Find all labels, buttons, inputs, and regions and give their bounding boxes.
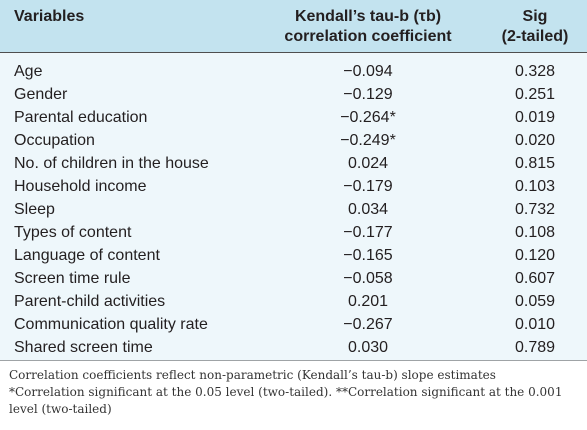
variable-name: Shared screen time bbox=[14, 339, 153, 356]
sig-value: 0.251 bbox=[514, 86, 556, 103]
header-variables: Variables bbox=[14, 8, 85, 25]
table-footnotes: Correlation coefficients reflect non-par… bbox=[0, 361, 587, 430]
table-row: Types of content −0.177 0.108 bbox=[0, 221, 587, 244]
sig-value: 0.789 bbox=[514, 339, 556, 356]
table-row: Language of content −0.165 0.120 bbox=[0, 244, 587, 267]
sig-value: 0.019 bbox=[514, 109, 556, 126]
variable-name: Screen time rule bbox=[14, 270, 131, 287]
sig-value: 0.815 bbox=[514, 155, 556, 172]
tau-b-value: −0.165 bbox=[343, 247, 393, 264]
sig-value: 0.059 bbox=[514, 293, 556, 310]
variable-name: Household income bbox=[14, 178, 147, 195]
variable-name: Gender bbox=[14, 86, 68, 103]
table-row: Occupation −0.249* 0.020 bbox=[0, 129, 587, 152]
variable-name: Parental education bbox=[14, 109, 148, 126]
table-header bbox=[0, 0, 587, 52]
table-body: Age −0.094 0.328 Gender −0.129 0.251 Parental … bbox=[0, 60, 587, 359]
variable-name: Parent-child activities bbox=[14, 293, 166, 310]
tau-b-value: −0.058 bbox=[343, 270, 393, 287]
sig-value: 0.020 bbox=[514, 132, 556, 149]
table-row: Parental education −0.264* 0.019 bbox=[0, 106, 587, 129]
table-row: Shared screen time 0.030 0.789 bbox=[0, 336, 587, 359]
tau-b-value: −0.177 bbox=[343, 224, 393, 241]
tau-b-value: −0.267 bbox=[343, 316, 393, 333]
sig-value: 0.103 bbox=[514, 178, 556, 195]
variable-name: Types of content bbox=[14, 224, 132, 241]
tau-b-value: −0.249* bbox=[340, 132, 396, 149]
footnote-method: Correlation coefficients reflect non-par… bbox=[9, 368, 496, 382]
table-row: Parent-child activities 0.201 0.059 bbox=[0, 290, 587, 313]
table-row: Screen time rule −0.058 0.607 bbox=[0, 267, 587, 290]
variable-name: No. of children in the house bbox=[14, 155, 209, 172]
header-sig-line2: (2-tailed) bbox=[501, 28, 569, 45]
footnote-significance: *Correlation significant at the 0.05 lev… bbox=[9, 385, 563, 416]
header-sig-line1: Sig bbox=[522, 8, 548, 25]
variable-name: Language of content bbox=[14, 247, 160, 264]
table-row: Household income −0.179 0.103 bbox=[0, 175, 587, 198]
variable-name: Age bbox=[14, 63, 43, 80]
tau-b-value: 0.024 bbox=[347, 155, 389, 172]
header-tau-b-line1: Kendall’s tau-b (τb) bbox=[294, 8, 442, 25]
header-tau-b: Kendall’s tau-b (τb) correlation coeffic… bbox=[262, 7, 474, 47]
tau-b-value: 0.030 bbox=[347, 339, 389, 356]
tau-b-value: −0.264* bbox=[340, 109, 396, 126]
variable-name: Occupation bbox=[14, 132, 95, 149]
sig-value: 0.732 bbox=[514, 201, 556, 218]
sig-value: 0.120 bbox=[514, 247, 556, 264]
sig-value: 0.328 bbox=[514, 63, 556, 80]
table-bottom-divider bbox=[0, 360, 587, 361]
tau-b-value: 0.034 bbox=[347, 201, 389, 218]
header-divider bbox=[0, 52, 587, 53]
tau-b-value: 0.201 bbox=[347, 293, 389, 310]
header-sig: Sig (2-tailed) bbox=[484, 7, 586, 47]
tau-b-value: −0.179 bbox=[343, 178, 393, 195]
sig-value: 0.108 bbox=[514, 224, 556, 241]
table-row: Communication quality rate −0.267 0.010 bbox=[0, 313, 587, 336]
variable-name: Communication quality rate bbox=[14, 316, 208, 333]
tau-b-value: −0.094 bbox=[343, 63, 393, 80]
table-row: Gender −0.129 0.251 bbox=[0, 83, 587, 106]
header-tau-b-line2: correlation coefficient bbox=[284, 28, 452, 45]
tau-b-value: −0.129 bbox=[343, 86, 393, 103]
sig-value: 0.010 bbox=[514, 316, 556, 333]
variable-name: Sleep bbox=[14, 201, 55, 218]
sig-value: 0.607 bbox=[514, 270, 556, 287]
table-row: Age −0.094 0.328 bbox=[0, 60, 587, 83]
table-row: No. of children in the house 0.024 0.815 bbox=[0, 152, 587, 175]
table-row: Sleep 0.034 0.732 bbox=[0, 198, 587, 221]
